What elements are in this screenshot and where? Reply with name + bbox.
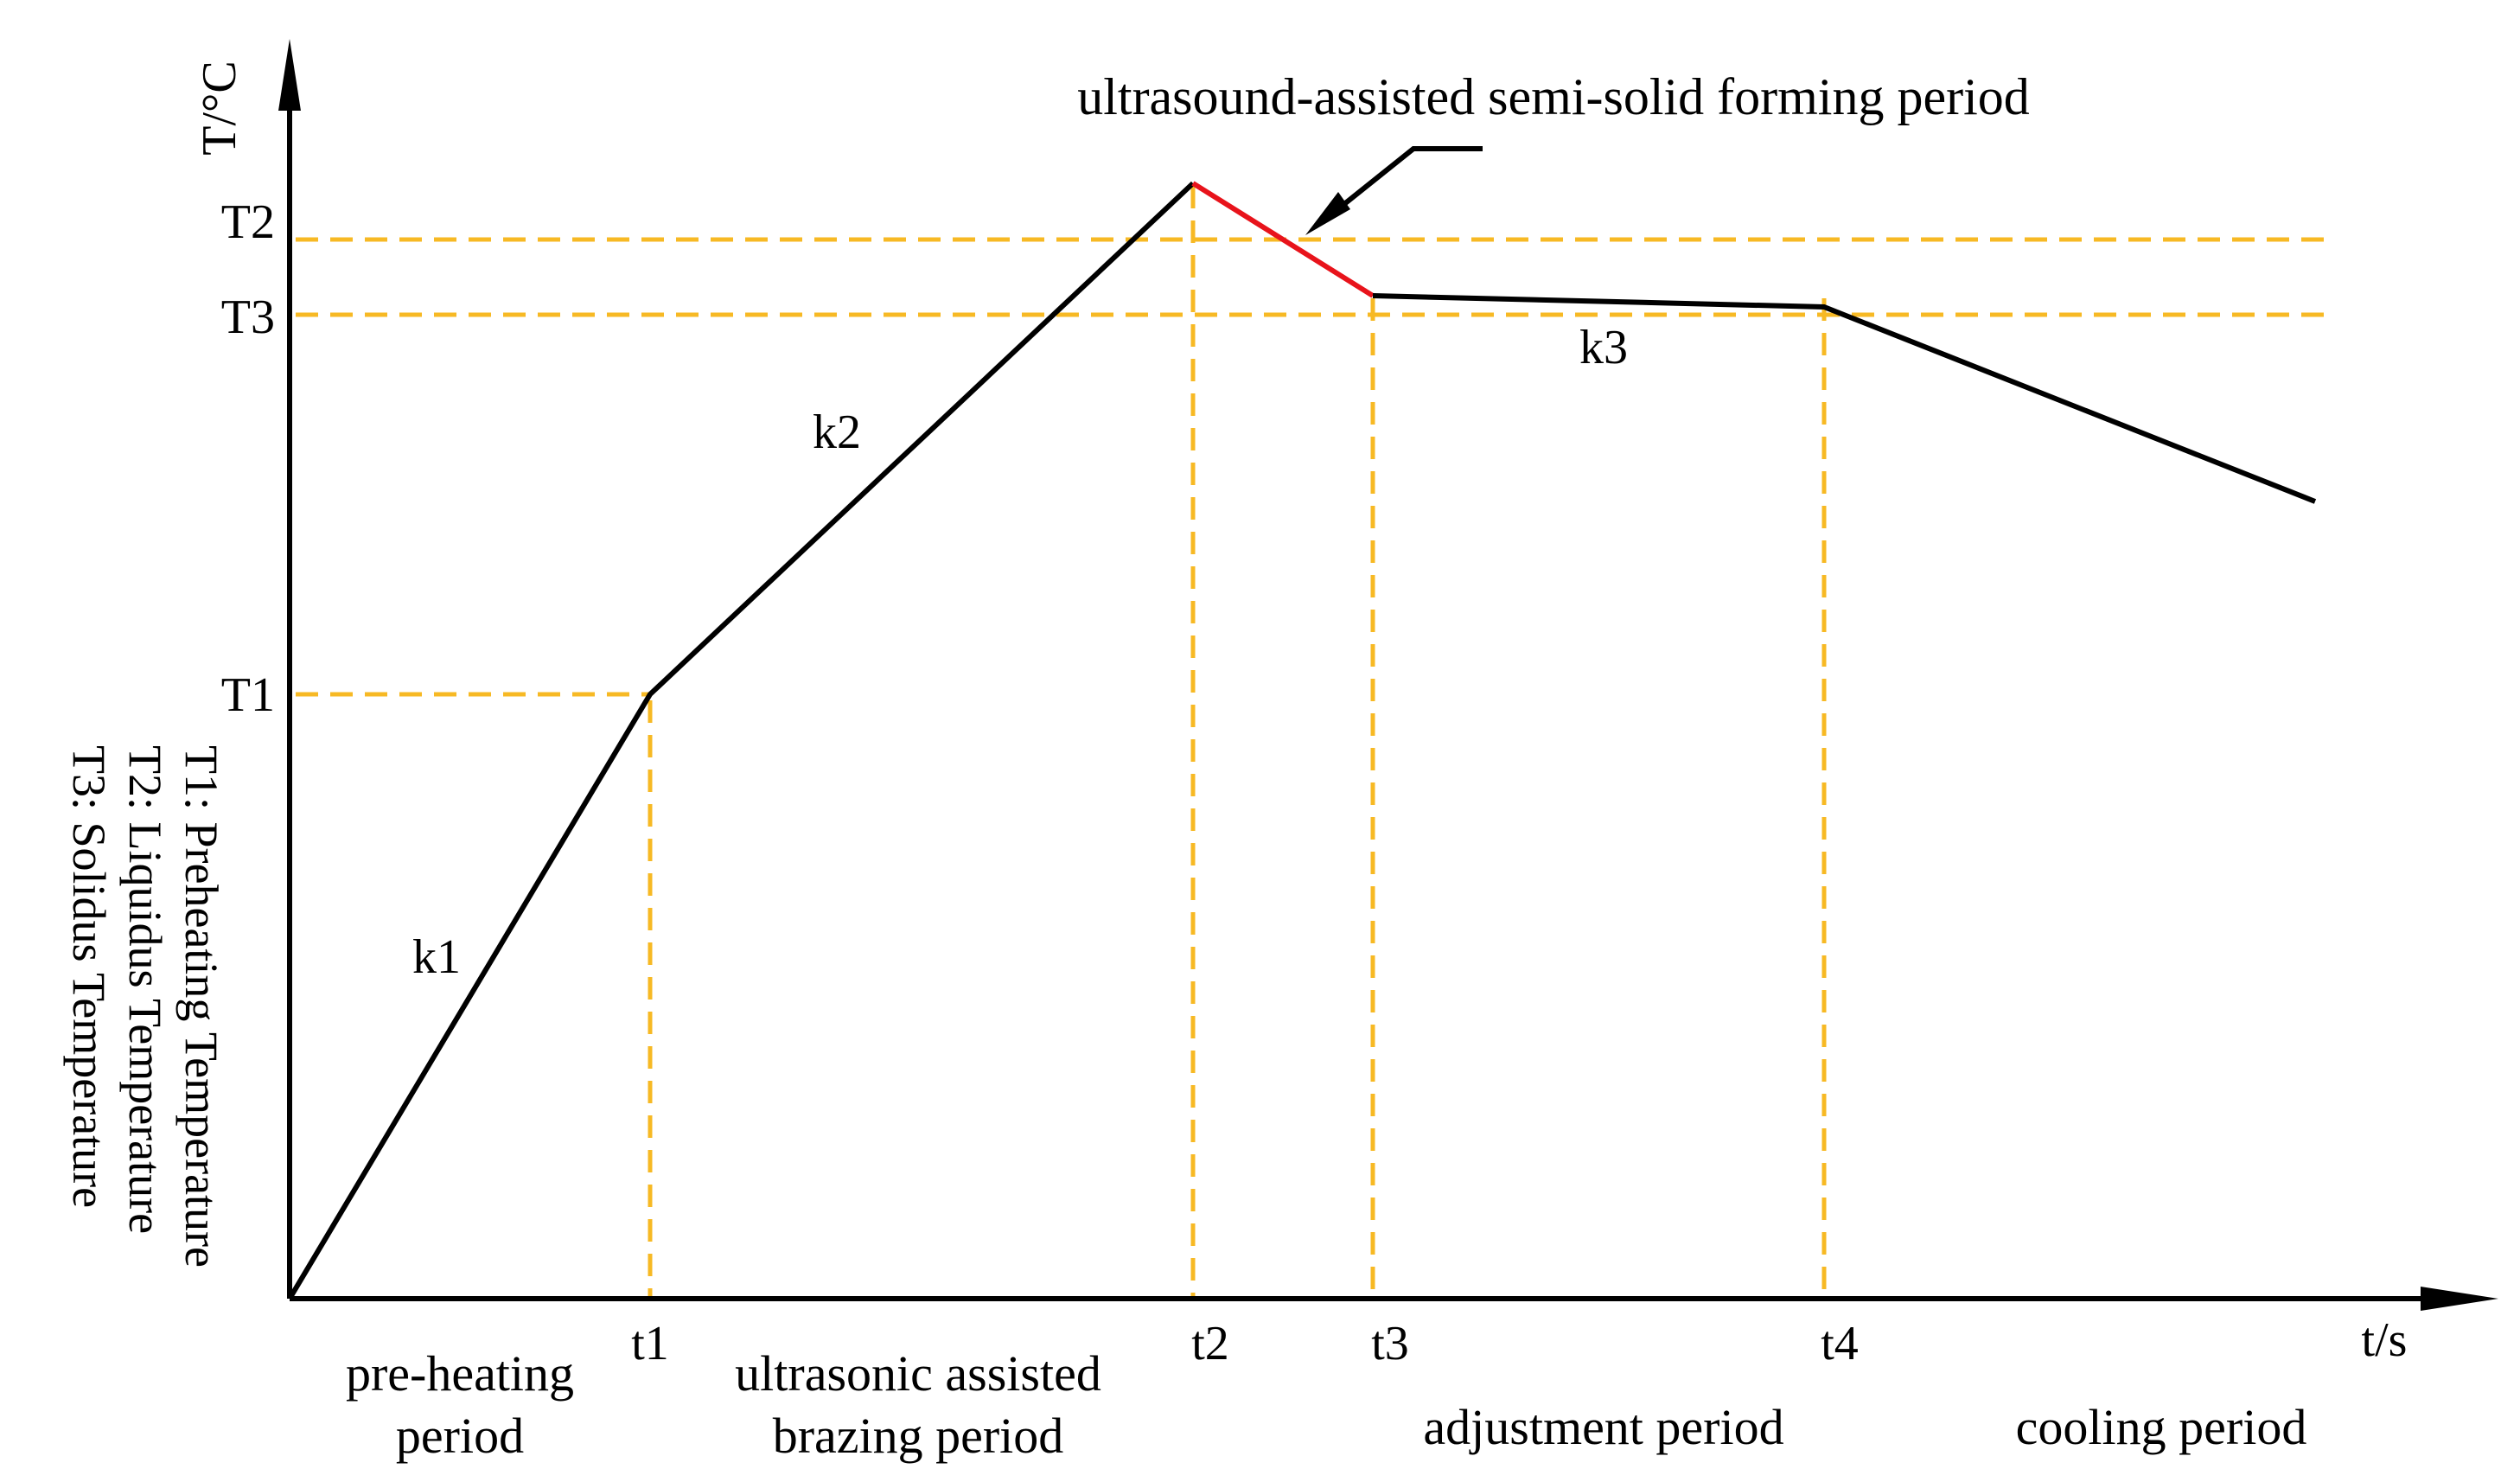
period-label-brazing-line1: ultrasonic assisted [735,1345,1101,1402]
legend-line-T2: T2: Liquidus Temperature [119,745,171,1234]
slope-label-k3: k3 [1579,321,1628,374]
legend-line-T3: T3: Solidus Temperature [63,745,115,1208]
period-label-preheating-line1: pre-heating [346,1345,574,1402]
temperature-curve-semi-solid-forming [1191,181,1375,298]
period-label-adjustment: adjustment period [1423,1399,1783,1455]
period-label-preheating-line2: period [396,1408,524,1464]
y-axis-arrowhead [278,39,301,111]
tick-label-t3: t3 [1371,1317,1409,1370]
tick-label-T2: T2 [221,195,275,249]
y-axis-label: T/°C [193,61,246,156]
x-axis-label: t/s [2362,1313,2408,1367]
period-label-cooling: cooling period [2016,1399,2307,1455]
tick-label-T3: T3 [221,291,275,344]
temperature-curve-heating [287,181,1196,1300]
tick-label-T1: T1 [221,668,275,722]
slope-label-k2: k2 [813,406,861,459]
callout-arrowhead [1305,192,1350,235]
callout-leader-line [1330,146,1483,217]
period-label-brazing-line2: brazing period [773,1408,1064,1464]
x-axis-arrowhead [2421,1287,2498,1311]
legend-line-T1: T1: Preheating Temperature [175,745,227,1268]
callout-label-semi-solid-forming: ultrasound-assisted semi-solid forming p… [1077,68,2030,125]
tick-label-t1: t1 [631,1317,669,1370]
slope-label-k1: k1 [412,930,461,984]
tick-label-t2: t2 [1191,1317,1229,1370]
temperature-curve-adjust-cool [1372,293,2317,504]
tick-label-t4: t4 [1821,1317,1859,1370]
